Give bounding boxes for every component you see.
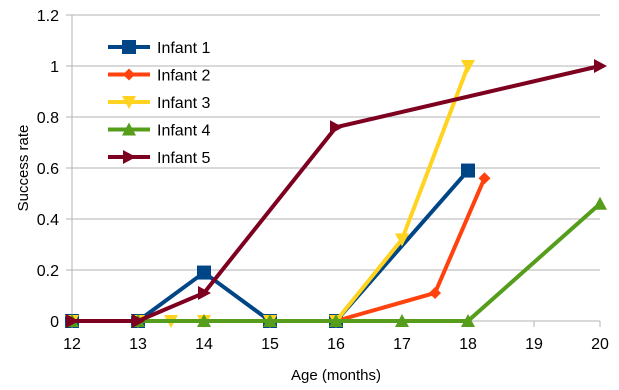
y-tick-label: 0.8 [37,110,59,127]
legend-label: Infant 5 [157,150,210,167]
x-tick-label: 13 [129,336,147,353]
y-tick-label: 0.4 [37,212,59,229]
y-tick-label: 0 [50,314,59,331]
data-point [461,163,475,178]
data-point [594,59,607,73]
data-point [330,120,343,135]
x-tick-label: 15 [261,336,279,353]
data-point [132,314,145,328]
data-point [429,286,441,299]
series-2 [66,172,491,327]
x-tick-label: 19 [525,336,543,353]
gridlines [72,14,600,322]
legend-label: Infant 2 [157,68,210,85]
data-point [197,314,211,327]
series-line [70,201,602,323]
data-point [395,314,409,327]
x-tick-label: 20 [591,336,609,353]
legend-marker [123,68,135,81]
data-point [198,285,211,300]
legend-marker [122,40,136,54]
legend: Infant 1 Infant 2 Infant 3 Infant 4 Infant 5 [108,40,210,167]
series-line [70,64,602,323]
legend-item: Infant 2 [108,68,210,85]
legend-label: Infant 3 [157,95,210,112]
axes: 0 0.2 0.4 0.6 0.8 1 1.2 12 13 14 15 16 17 18 19 20 [37,8,609,353]
x-axis-title: Age (months) [291,367,381,384]
data-series [65,59,607,328]
legend-label: Infant 4 [157,123,210,140]
x-tick-label: 16 [327,336,345,353]
legend-item: Infant 5 [108,150,210,167]
x-tick-label: 14 [195,336,213,353]
x-tick-label: 12 [63,336,81,353]
data-point [263,314,277,327]
y-axis-title: Success rate [15,125,32,212]
legend-item: Infant 3 [108,95,210,112]
legend-item: Infant 4 [108,122,210,140]
y-tick-label: 0.2 [37,263,59,280]
data-point [66,314,79,328]
data-point [478,172,491,185]
data-point [461,60,475,73]
legend-item: Infant 1 [108,40,210,57]
legend-marker [123,150,136,164]
legend-label: Infant 1 [157,40,210,57]
y-tick-label: 1.2 [37,8,59,25]
series-1 [65,163,475,328]
legend-marker [122,122,136,136]
y-tick-label: 0.6 [37,161,59,178]
series-4 [65,196,607,327]
series-5 [66,59,607,328]
data-point [461,314,475,327]
data-point [329,314,343,327]
legend-marker [122,96,136,109]
data-point [593,196,607,210]
data-point [197,265,211,280]
data-point [395,233,409,247]
x-tick-label: 17 [393,336,411,353]
x-tick-label: 18 [459,336,477,353]
y-tick-label: 1 [50,59,59,76]
